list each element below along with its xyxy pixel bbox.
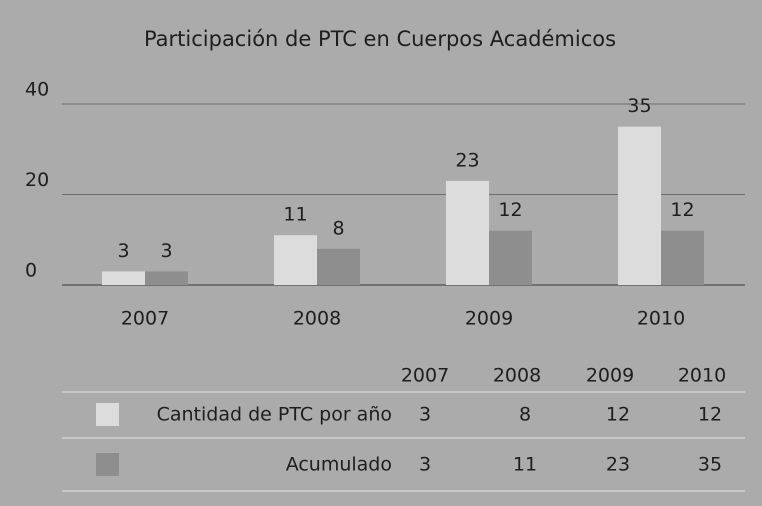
table-cell: 23: [606, 454, 630, 476]
table-cell: 12: [606, 404, 630, 426]
bar: [661, 230, 704, 285]
table-header: 2009: [586, 365, 634, 387]
table-cell: 8: [519, 404, 531, 426]
table-header: 2008: [493, 365, 541, 387]
legend-swatch: [96, 453, 119, 476]
bar: [274, 235, 317, 285]
data-label: 3: [117, 240, 129, 262]
chart-title: Participación de PTC en Cuerpos Académic…: [144, 27, 616, 51]
table-cell: 3: [419, 404, 431, 426]
data-label: 8: [332, 217, 344, 239]
bar: [446, 180, 489, 285]
y-tick-label: 20: [25, 169, 49, 191]
legend-label: Acumulado: [286, 454, 392, 476]
data-label: 23: [455, 149, 479, 171]
table-header: 2007: [401, 365, 449, 387]
data-label: 35: [627, 95, 651, 117]
bar: [618, 126, 661, 285]
legend-label: Cantidad de PTC por año: [157, 404, 392, 426]
y-tick-label: 0: [25, 260, 37, 282]
x-tick-label: 2009: [465, 308, 513, 330]
table-cell: 11: [513, 454, 537, 476]
table-cell: 3: [419, 454, 431, 476]
data-label: 12: [670, 199, 694, 221]
bar: [489, 230, 532, 285]
data-label: 12: [498, 199, 522, 221]
x-tick-label: 2010: [637, 308, 685, 330]
data-label: 3: [160, 240, 172, 262]
bar: [317, 248, 360, 285]
legend-swatch: [96, 403, 119, 426]
x-tick-label: 2007: [121, 308, 169, 330]
x-tick-label: 2008: [293, 308, 341, 330]
data-label: 11: [283, 204, 307, 226]
y-tick-label: 40: [25, 79, 49, 101]
bar: [102, 271, 145, 285]
bar: [145, 271, 188, 285]
table-cell: 35: [698, 454, 722, 476]
table-header: 2010: [678, 365, 726, 387]
table-cell: 12: [698, 404, 722, 426]
